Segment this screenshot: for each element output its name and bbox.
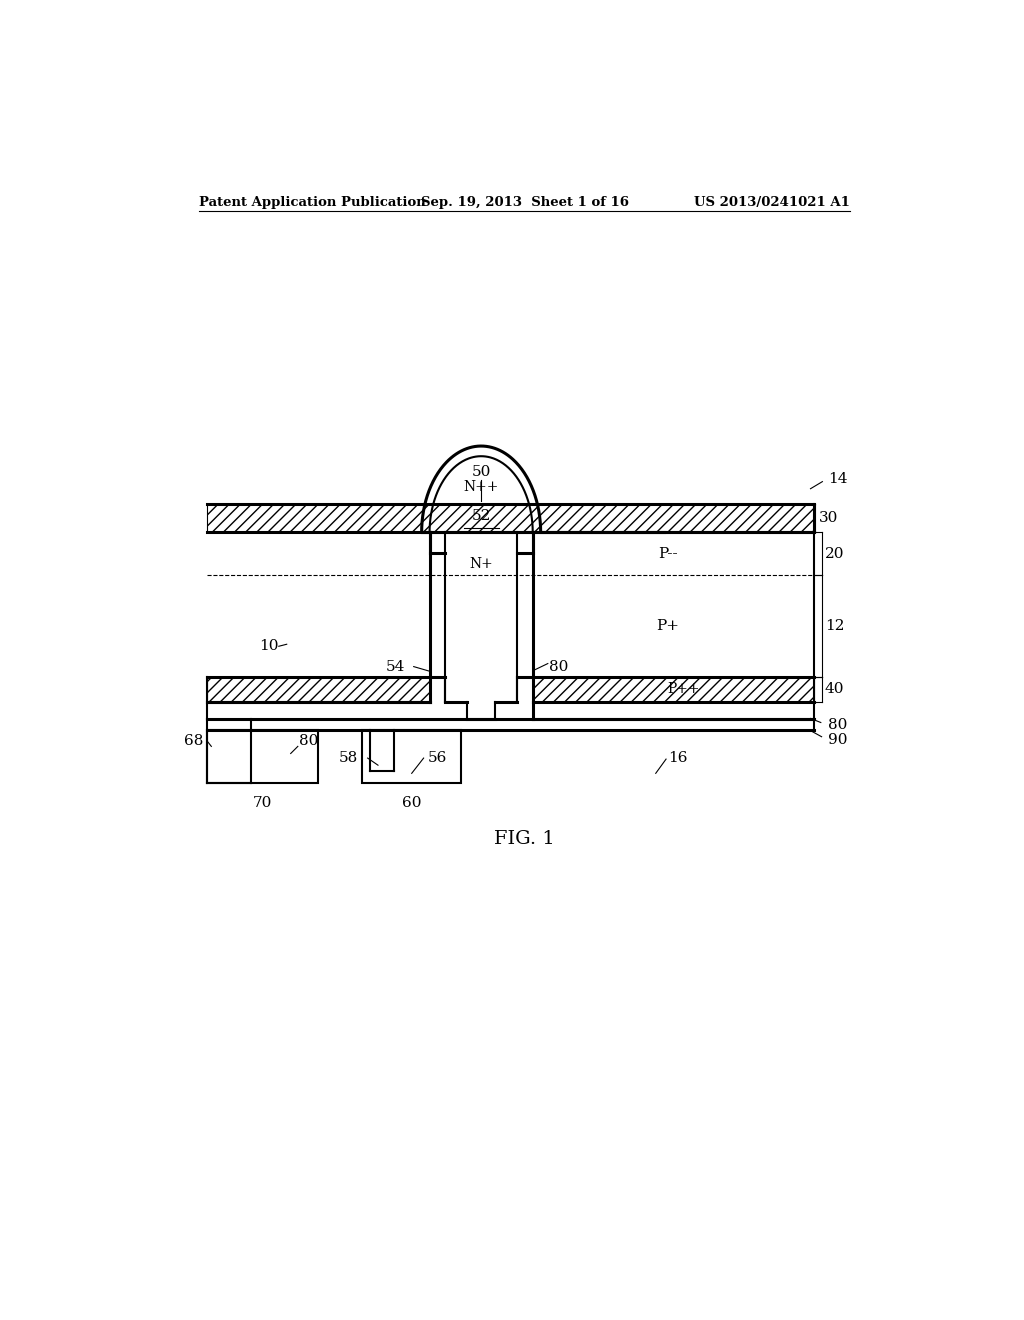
Text: 14: 14 — [828, 471, 848, 486]
Bar — [362, 730, 461, 784]
Text: N+: N+ — [469, 557, 493, 572]
Text: US 2013/0241021 A1: US 2013/0241021 A1 — [694, 195, 850, 209]
Text: 40: 40 — [824, 682, 844, 697]
Text: 68: 68 — [184, 734, 204, 748]
Text: 12: 12 — [824, 619, 844, 634]
Text: 60: 60 — [402, 796, 422, 809]
Bar — [207, 504, 814, 532]
Text: P--: P-- — [657, 546, 678, 561]
Text: 58: 58 — [339, 751, 358, 766]
Text: 54: 54 — [386, 660, 406, 673]
Text: Patent Application Publication: Patent Application Publication — [200, 195, 426, 209]
Text: 50: 50 — [471, 465, 490, 479]
Text: 56: 56 — [428, 751, 446, 766]
Bar — [207, 730, 318, 784]
Text: 10: 10 — [259, 639, 279, 653]
Text: 70: 70 — [253, 796, 272, 809]
Text: 90: 90 — [828, 733, 848, 747]
Text: 52: 52 — [471, 508, 490, 523]
Bar — [207, 677, 430, 702]
Text: 16: 16 — [668, 751, 687, 766]
Text: 20: 20 — [824, 546, 844, 561]
Text: N++: N++ — [464, 479, 499, 494]
Text: FIG. 1: FIG. 1 — [495, 830, 555, 849]
Text: 80: 80 — [299, 734, 318, 748]
Text: P+: P+ — [656, 619, 679, 634]
Text: 80: 80 — [828, 718, 847, 731]
Text: 80: 80 — [549, 660, 568, 673]
Text: 30: 30 — [818, 511, 838, 525]
Text: Sep. 19, 2013  Sheet 1 of 16: Sep. 19, 2013 Sheet 1 of 16 — [421, 195, 629, 209]
Text: P++: P++ — [668, 682, 699, 697]
Bar — [532, 677, 814, 702]
